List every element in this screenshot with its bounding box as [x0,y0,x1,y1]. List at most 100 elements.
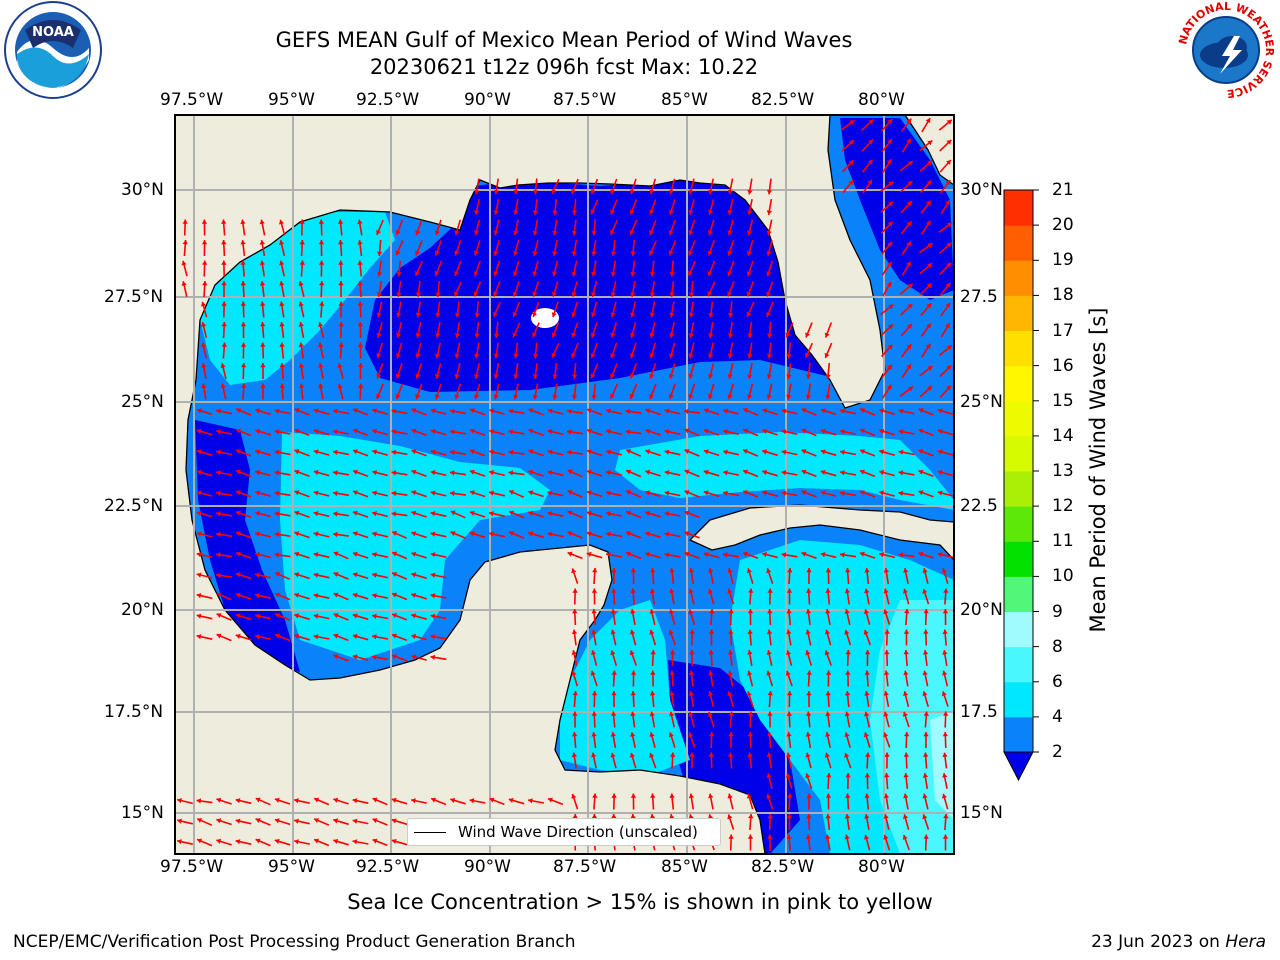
wind-wave-arrowhead [474,333,480,338]
wind-wave-arrowhead [709,609,715,614]
wind-wave-arrowhead [415,312,421,318]
wind-wave-arrowhead [629,229,635,235]
wind-wave-arrowhead [352,551,358,557]
wind-wave-arrowhead [649,629,655,635]
wind-wave-arrowhead [454,291,459,297]
wind-wave-arrowhead [664,552,670,558]
wind-wave-arrowhead [868,139,873,145]
wind-wave-arrowhead [629,189,635,195]
wind-wave-arrowhead [748,814,754,819]
wind-wave-arrowhead [571,752,577,758]
wind-wave-arrowhead [430,613,436,619]
wind-wave-arrowhead [806,670,812,675]
wind-wave-arrowhead [260,383,266,388]
wind-wave-arrowhead [430,511,436,517]
colorbar-tick-label: 6 [1052,671,1063,692]
wind-wave-arrowhead [294,633,300,639]
wind-wave-arrowhead [747,230,753,236]
wind-wave-arrowhead [430,490,436,496]
wind-wave-arrowhead [196,613,202,619]
wind-wave-arrowhead [532,210,539,215]
wind-wave-arrowhead [236,408,241,413]
wind-wave-arrowhead [313,593,319,599]
wind-wave-arrowhead [884,773,890,778]
wind-wave-arrowhead [470,408,475,414]
wind-wave-arrowhead [571,251,577,256]
wind-wave-arrowhead [240,322,247,327]
wind-wave-arrowhead [235,798,241,804]
wind-wave-arrowhead [668,732,674,738]
wind-wave-arrowhead [923,711,929,716]
wind-wave-arrowhead [863,732,869,738]
wind-wave-arrowhead [469,531,475,537]
wind-wave-arrowhead [411,613,417,619]
colorbar-tick-label: 14 [1052,425,1074,446]
wind-wave-arrowhead [450,429,455,435]
wind-wave-arrowhead [333,551,339,557]
wind-wave-arrowhead [533,354,539,359]
wind-wave-arrowhead [688,588,694,594]
wind-wave-arrowhead [898,449,904,455]
wind-wave-arrowhead [352,592,358,598]
wind-wave-arrowhead [630,588,636,593]
wind-wave-arrowhead [235,572,241,578]
wind-wave-arrowhead [925,343,931,349]
wind-wave-arrowhead [703,469,709,475]
lat-label-right: 30°N [960,180,1003,200]
wind-wave-arrowhead [806,588,812,593]
lon-label-bottom: 95°W [268,857,315,877]
wind-wave-arrowhead [727,210,733,215]
wind-wave-arrowhead [927,263,933,269]
wind-wave-arrowhead [473,394,480,400]
wind-wave-arrowhead [844,814,851,819]
wind-wave-arrowhead [571,353,576,358]
wind-wave-arrowhead [606,531,611,537]
wind-wave-arrowhead [883,588,889,594]
wind-wave-arrowhead [610,373,616,379]
wind-wave-arrowhead [509,531,514,536]
wind-wave-arrowhead [372,511,377,517]
wind-wave-arrowhead [591,650,597,655]
wind-wave-arrowhead [454,333,461,338]
wind-wave-arrowhead [727,568,733,573]
wind-wave-arrowhead [937,428,943,434]
wind-wave-arrowhead [201,342,207,348]
wind-wave-arrowhead [670,752,676,757]
wind-wave-arrowhead [926,160,932,166]
wind-wave-arrowhead [723,470,728,476]
wind-wave-arrowhead [196,634,202,640]
wind-wave-arrowhead [512,271,518,277]
wind-wave-arrowhead [571,332,577,338]
wind-wave-arrowhead [338,260,344,265]
wind-wave-arrowhead [376,292,382,297]
noaa-logo: NOAA [3,0,103,100]
wind-wave-arrowhead [274,838,280,844]
wind-wave-arrowhead [727,333,734,338]
wind-wave-arrowhead [922,650,929,655]
wind-wave-arrowhead [415,353,421,359]
wind-wave-arrowhead [629,209,635,215]
wind-wave-arrowhead [508,408,514,414]
wind-wave-arrowhead [845,670,851,675]
wind-wave-arrowhead [927,243,933,248]
wind-wave-arrowhead [338,342,344,347]
wind-wave-arrowhead [879,490,884,496]
wind-wave-arrowhead [707,711,713,717]
wind-wave-arrowhead [411,633,417,640]
wind-wave-arrowhead [927,140,933,146]
wind-wave-arrowhead [747,752,753,758]
wind-wave-arrowhead [941,691,947,697]
wind-wave-arrowhead [879,428,885,434]
wind-wave-arrowhead [923,752,929,757]
wind-wave-arrowhead [551,291,557,297]
wind-wave-arrowhead [629,332,636,338]
wind-wave-arrowhead [532,230,538,236]
wind-wave-arrowhead [610,393,615,399]
wind-wave-arrowhead [396,312,402,318]
wind-wave-arrowhead [927,366,933,371]
wind-wave-arrowhead [450,531,456,536]
wind-wave-arrowhead [279,260,285,266]
wind-wave-arrowhead [572,588,578,593]
wind-wave-arrowhead [391,490,397,497]
wind-wave-arrowhead [611,670,617,675]
